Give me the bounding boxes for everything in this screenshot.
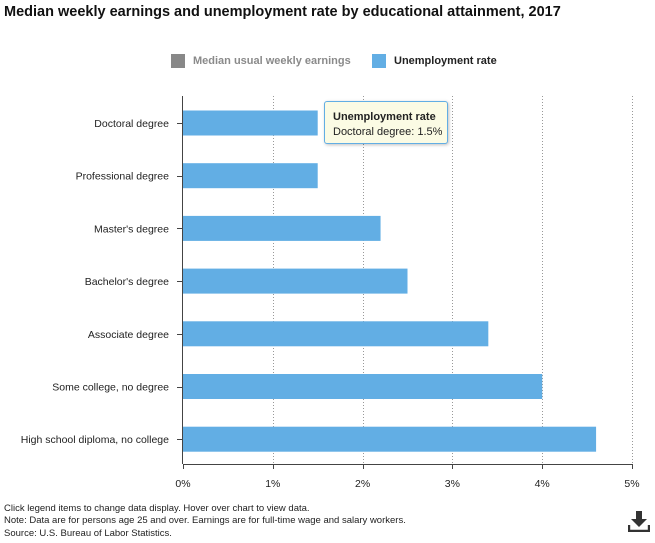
chart-title: Median weekly earnings and unemployment …	[4, 4, 561, 20]
legend-item-median-weekly-earnings[interactable]: Median usual weekly earnings	[171, 54, 351, 68]
category-label-2: Master's degree	[94, 223, 169, 235]
chart-tooltip: Unemployment rate Doctoral degree: 1.5%	[324, 101, 448, 144]
category-label-1: Professional degree	[76, 171, 170, 183]
tooltip-title: Unemployment rate	[333, 111, 436, 123]
legend: Median usual weekly earnings Unemploymen…	[0, 54, 655, 70]
chart-notes: Click legend items to change data displa…	[4, 503, 406, 540]
note-data: Note: Data are for persons age 25 and ov…	[4, 515, 406, 527]
bar-2[interactable]	[183, 215, 381, 241]
tooltip-body: Doctoral degree: 1.5%	[333, 126, 443, 138]
x-tick-label-0: 0%	[175, 478, 190, 490]
bar-0[interactable]	[183, 110, 318, 136]
x-tick-label-1: 1%	[265, 478, 280, 490]
category-label-6: High school diploma, no college	[21, 434, 169, 446]
bar-4[interactable]	[183, 321, 489, 347]
x-tick-label-4: 4%	[535, 478, 550, 490]
download-icon[interactable]	[627, 510, 651, 533]
category-label-0: Doctoral degree	[94, 118, 169, 130]
bar-5[interactable]	[183, 374, 543, 399]
x-tick-label-5: 5%	[624, 478, 639, 490]
bar-3[interactable]	[183, 268, 408, 294]
x-tick-label-2: 2%	[355, 478, 370, 490]
legend-swatch-earnings	[171, 54, 185, 68]
bar-1[interactable]	[183, 163, 318, 189]
note-instructions: Click legend items to change data displa…	[4, 503, 310, 514]
x-tick-label-3: 3%	[445, 478, 460, 490]
legend-label-earnings: Median usual weekly earnings	[193, 55, 351, 67]
category-label-3: Bachelor's degree	[85, 276, 169, 288]
category-label-4: Associate degree	[88, 329, 169, 341]
legend-swatch-unemployment	[372, 54, 386, 68]
bar-6[interactable]	[183, 426, 597, 452]
legend-item-unemployment-rate[interactable]: Unemployment rate	[372, 54, 497, 68]
category-label-5: Some college, no degree	[52, 382, 169, 394]
download-glyph	[627, 511, 651, 533]
note-source: Source: U.S. Bureau of Labor Statistics.	[4, 527, 172, 539]
legend-label-unemployment: Unemployment rate	[394, 55, 497, 67]
